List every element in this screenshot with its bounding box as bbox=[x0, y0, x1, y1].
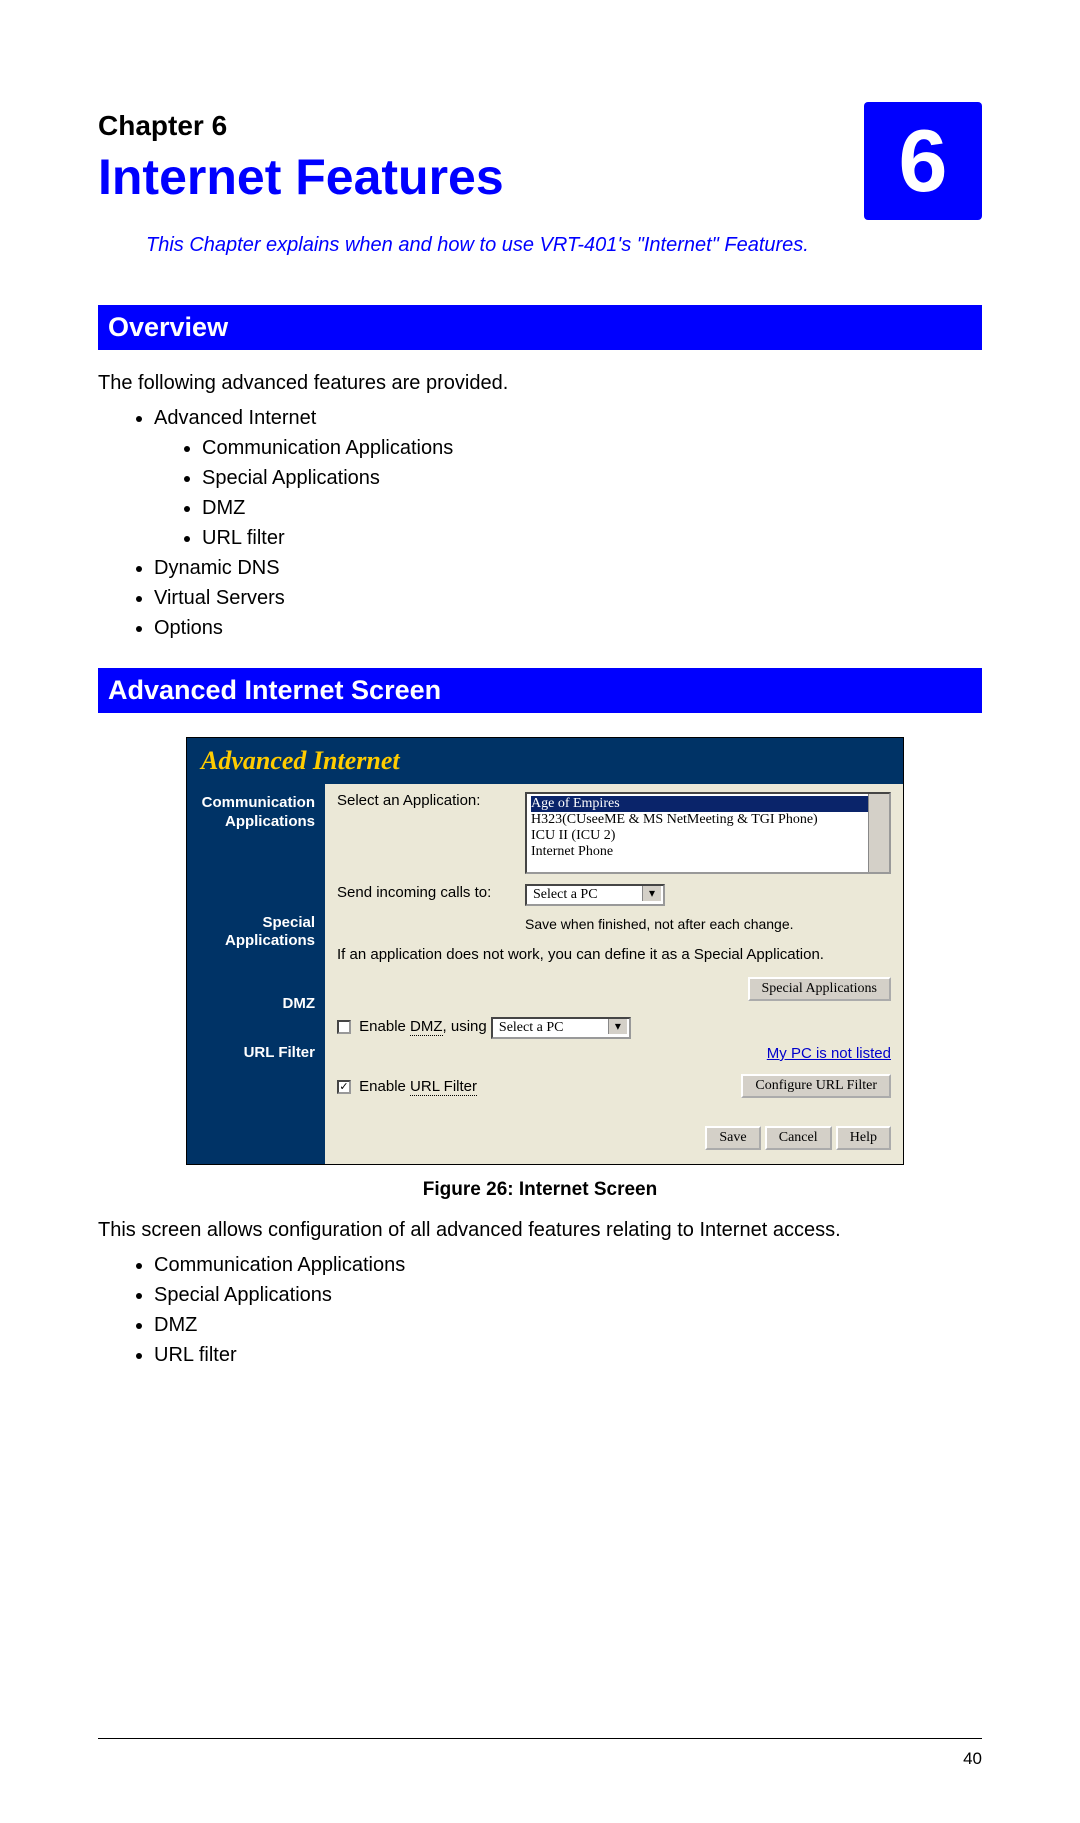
enable-dmz-checkbox[interactable] bbox=[337, 1020, 351, 1034]
list-item: Options bbox=[154, 617, 982, 640]
send-calls-dropdown[interactable]: Select a PC bbox=[525, 884, 665, 906]
dmz-link[interactable]: DMZ bbox=[410, 1018, 443, 1036]
listbox-option[interactable]: Age of Empires bbox=[531, 796, 885, 812]
chapter-label: Chapter 6 bbox=[98, 110, 982, 142]
send-calls-label: Send incoming calls to: bbox=[337, 884, 525, 901]
chapter-title: Internet Features bbox=[98, 148, 982, 206]
sidebar-label-url: URL Filter bbox=[193, 1044, 315, 1063]
select-app-label: Select an Application: bbox=[337, 792, 525, 809]
list-item: Advanced Internet bbox=[154, 407, 982, 430]
listbox-option[interactable]: ICU II (ICU 2) bbox=[531, 828, 885, 844]
list-item: DMZ bbox=[202, 497, 982, 520]
chapter-intro: This Chapter explains when and how to us… bbox=[146, 232, 846, 259]
figure-caption: Figure 26: Internet Screen bbox=[98, 1179, 982, 1201]
list-item: Special Applications bbox=[154, 1284, 982, 1307]
cancel-button[interactable]: Cancel bbox=[765, 1126, 832, 1150]
sidebar-label-spec: SpecialApplications bbox=[225, 914, 315, 950]
overview-list: Advanced Internet Communication Applicat… bbox=[154, 407, 982, 640]
dmz-pc-dropdown[interactable]: Select a PC bbox=[491, 1017, 631, 1039]
list-item: Communication Applications bbox=[154, 1254, 982, 1277]
screenshot-title: Advanced Internet bbox=[187, 738, 903, 784]
advanced-post-text: This screen allows configuration of all … bbox=[98, 1219, 982, 1242]
configure-url-filter-button[interactable]: Configure URL Filter bbox=[741, 1074, 891, 1098]
url-filter-link[interactable]: URL Filter bbox=[410, 1078, 477, 1096]
dmz-label-post: , using bbox=[443, 1018, 491, 1035]
sidebar-label-comm: CommunicationApplications bbox=[202, 794, 315, 830]
listbox-option[interactable]: Internet Phone bbox=[531, 844, 885, 860]
overview-lead: The following advanced features are prov… bbox=[98, 372, 982, 395]
list-item: URL filter bbox=[154, 1344, 982, 1367]
list-item: Virtual Servers bbox=[154, 587, 982, 610]
page-number: 40 bbox=[963, 1749, 982, 1769]
list-item: DMZ bbox=[154, 1314, 982, 1337]
advanced-internet-screenshot: Advanced Internet CommunicationApplicati… bbox=[186, 737, 904, 1165]
list-item: Special Applications bbox=[202, 467, 982, 490]
sidebar-label-dmz: DMZ bbox=[193, 995, 315, 1014]
section-heading-overview: Overview bbox=[98, 305, 982, 350]
list-item: Dynamic DNS bbox=[154, 557, 982, 580]
section-heading-advanced: Advanced Internet Screen bbox=[98, 668, 982, 713]
advanced-post-list: Communication Applications Special Appli… bbox=[154, 1254, 982, 1367]
application-listbox[interactable]: Age of Empires H323(CUseeME & MS NetMeet… bbox=[525, 792, 891, 874]
save-button[interactable]: Save bbox=[705, 1126, 760, 1150]
save-note: Save when finished, not after each chang… bbox=[525, 916, 891, 932]
special-applications-button[interactable]: Special Applications bbox=[748, 977, 891, 1001]
listbox-option[interactable]: H323(CUseeME & MS NetMeeting & TGI Phone… bbox=[531, 812, 885, 828]
list-item: URL filter bbox=[202, 527, 982, 550]
chapter-number-badge: 6 bbox=[864, 102, 982, 220]
list-item: Communication Applications bbox=[202, 437, 982, 460]
help-button[interactable]: Help bbox=[836, 1126, 891, 1150]
special-app-text: If an application does not work, you can… bbox=[337, 946, 891, 963]
enable-url-filter-checkbox[interactable]: ✓ bbox=[337, 1080, 351, 1094]
dmz-label-pre: Enable bbox=[359, 1018, 410, 1035]
my-pc-not-listed-link[interactable]: My PC is not listed bbox=[767, 1045, 891, 1062]
chapter-header: Chapter 6 Internet Features 6 bbox=[98, 110, 982, 206]
url-label-pre: Enable bbox=[359, 1078, 410, 1095]
footer-rule bbox=[98, 1738, 982, 1739]
